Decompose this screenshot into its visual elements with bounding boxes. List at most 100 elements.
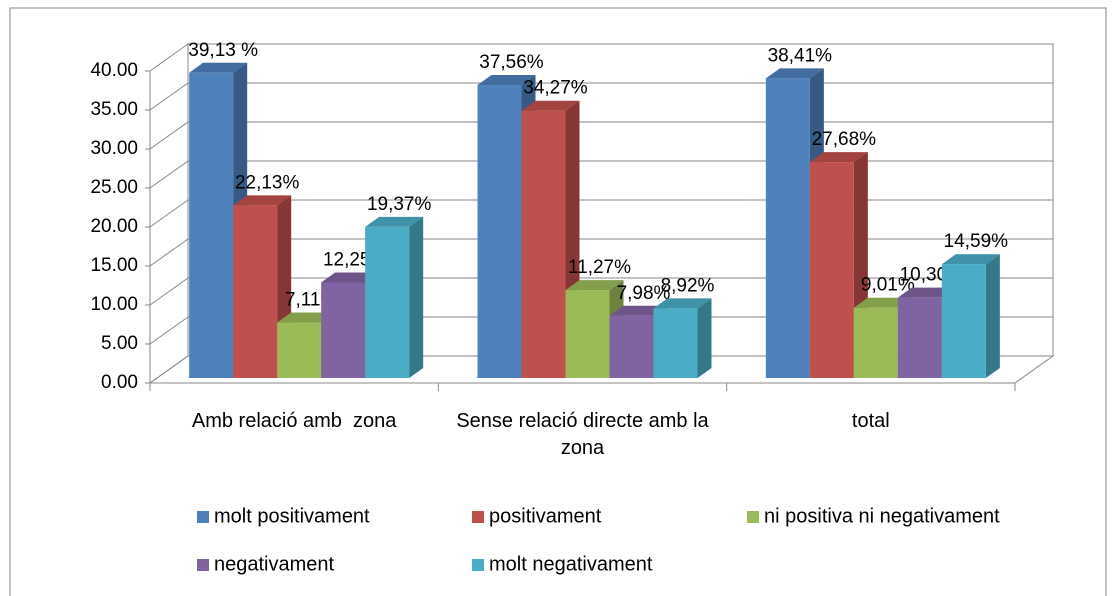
data-label: 22,13% [235,172,300,193]
grid-side [149,199,189,228]
bar-side [409,216,424,378]
legend-label: positivament [489,505,602,527]
y-tick-label: 25.00 [90,177,138,198]
bar-side-shade [697,298,712,378]
y-tick-label: 0.00 [101,372,138,393]
bar-top [521,100,580,111]
bar-top-shade [277,312,336,323]
bar-front [941,264,986,378]
legend-swatch [472,559,484,571]
data-label: 39,13 % [188,40,258,61]
grid-side [149,160,189,189]
x-tick-label: Sense relació directe amb la zona [456,410,715,459]
grid-side [149,238,189,267]
bar-front [765,78,810,378]
bar-top-shade [809,152,868,163]
data-label: 19,37% [367,194,432,215]
bar-front [477,85,522,379]
bar-front [609,315,654,378]
legend-label: molt positivament [214,505,370,527]
bar-top-shade [477,75,536,86]
legend-label: ni positiva ni negativament [764,505,1000,527]
bar-front [365,226,410,378]
legend-label: negativament [214,553,335,575]
chart-border [9,7,1107,596]
bar-top-shade [897,287,956,298]
bar-top-shade [189,62,248,73]
x-tick-label: Amb relació amb zona [191,410,397,432]
bar-top [809,152,868,163]
bar-top [565,280,624,291]
bar-top [233,195,292,206]
bar-side-shade [409,216,424,378]
data-label: 37,56% [479,52,544,73]
bar-side-shade [985,254,1000,378]
bar-top [941,254,1000,265]
y-tick-label: 20.00 [90,216,138,237]
grid-side [149,277,189,306]
legend-swatch [197,559,209,571]
bar-top [321,272,380,283]
bar-top [365,216,424,227]
data-label: 38,41% [768,45,833,66]
data-label: 7,98% [617,283,671,304]
bar-top [277,312,336,323]
bar-front [565,290,610,378]
data-label: 34,27% [523,78,588,99]
bar-front [853,307,898,378]
bar [365,216,424,378]
data-label: 8,92% [661,275,715,296]
y-tick-label: 15.00 [90,255,138,276]
bar-top-shade [941,254,1000,265]
bar-top-shade [521,100,580,111]
x-tick-label: total [851,410,890,432]
data-label: 14,59% [944,231,1009,252]
bar-top-shade [765,68,824,79]
y-tick-label: 30.00 [90,138,138,159]
bar [941,254,1000,378]
bar-front [521,110,566,378]
y-tick-label: 35.00 [90,99,138,120]
data-label: 9,01% [861,275,915,296]
bar-top-shade [233,195,292,206]
bar-top [765,68,824,79]
bar-top-shade [653,298,712,309]
grid-side [149,82,189,111]
legend-swatch [197,511,209,523]
y-tick-label: 5.00 [101,333,138,354]
grid-side [149,121,189,150]
bar-front [897,297,942,378]
bar-top-shade [609,305,668,316]
bar-top [653,298,712,309]
bar-top [189,62,248,73]
bar-top [609,305,668,316]
bar-side [985,254,1000,378]
bar-front [321,282,366,378]
bar [653,298,712,378]
bar-top-shade [365,216,424,227]
y-tick-label: 40.00 [90,60,138,81]
bar-top [897,287,956,298]
bar-top-shade [565,280,624,291]
bar-top-shade [853,297,912,308]
bar-front [233,205,278,378]
bar-top [477,75,536,86]
legend-swatch [747,511,759,523]
bar-front [189,72,234,378]
bar-top [853,297,912,308]
data-label: 27,68% [812,129,877,150]
bar-front [809,162,854,378]
bar-side [697,298,712,378]
grid-side [149,316,189,345]
bar-front [653,308,698,378]
data-label: 11,27% [568,257,631,278]
bar-front [277,322,322,378]
grid-side [149,43,189,72]
y-tick-label: 10.00 [90,294,138,315]
legend-label: molt negativament [489,553,653,575]
grid-side [149,355,189,384]
bar-top-shade [321,272,380,283]
legend-swatch [472,511,484,523]
